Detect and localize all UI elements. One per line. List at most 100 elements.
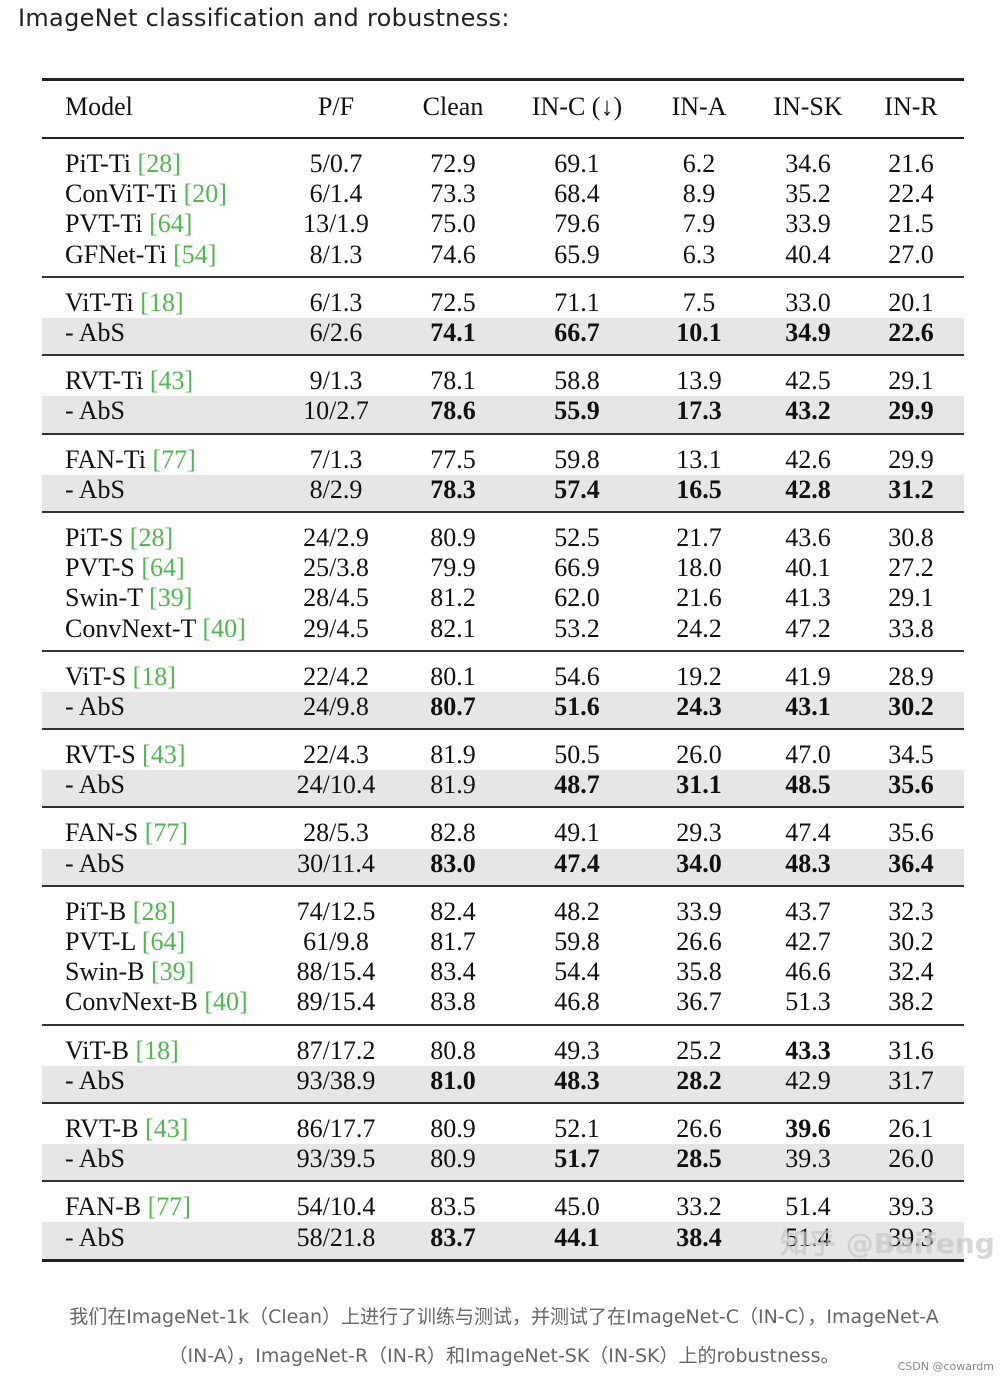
model-name: ConViT-Ti xyxy=(65,179,178,209)
value-cell: 27.0 xyxy=(888,239,934,269)
value-cell: 28/4.5 xyxy=(303,583,369,613)
value-cell: 50.5 xyxy=(554,740,600,770)
value-cell: 35.2 xyxy=(785,179,831,209)
value-cell: 83.0 xyxy=(392,848,514,886)
value-cell: 52.1 xyxy=(554,1113,600,1143)
value-cell: 28.9 xyxy=(888,661,934,691)
citation-link[interactable]: [39] xyxy=(149,583,193,613)
citation-link[interactable]: [28] xyxy=(132,896,177,926)
citation-link[interactable]: [39] xyxy=(150,957,195,987)
model-name: ConvNext-B xyxy=(65,987,198,1017)
citation-link[interactable]: [28] xyxy=(129,522,174,552)
model-name: FAN-S xyxy=(65,818,139,848)
value-cell: 6.3 xyxy=(682,239,716,269)
value-cell: 36.4 xyxy=(858,848,964,886)
value-cell: 21.6 xyxy=(888,149,934,179)
value-cell: 13/1.9 xyxy=(303,209,369,239)
value-cell: 34.5 xyxy=(888,740,934,770)
citation-link[interactable]: [64] xyxy=(141,553,185,583)
value-cell: 74/12.5 xyxy=(296,896,376,926)
citation-link[interactable]: [54] xyxy=(173,239,217,269)
model-name: ViT-B xyxy=(65,1035,129,1065)
citation-link[interactable]: [18] xyxy=(140,287,184,317)
value-cell: 39.6 xyxy=(785,1113,831,1143)
model-name-cell: RVT-Ti [43] xyxy=(42,355,280,396)
value-cell: 42.5 xyxy=(785,366,831,396)
citation-link[interactable]: [43] xyxy=(145,1113,189,1143)
value-cell: 8/1.3 xyxy=(309,239,363,269)
value-cell: 31.6 xyxy=(888,1035,934,1065)
value-cell: 6.2 xyxy=(682,149,716,179)
citation-link[interactable]: [20] xyxy=(183,179,227,209)
model-name-cell: Swin-T [39] xyxy=(42,583,280,613)
model-name-cell: - AbS xyxy=(42,396,280,434)
value-cell: 48.7 xyxy=(514,770,640,808)
value-cell: 30/11.4 xyxy=(280,848,392,886)
model-name: - AbS xyxy=(65,1065,125,1095)
column-header: IN-R xyxy=(858,78,964,138)
citation-link[interactable]: [18] xyxy=(135,1035,179,1065)
value-cell: 83.4 xyxy=(430,957,476,987)
value-cell: 73.3 xyxy=(430,179,476,209)
value-cell: 20.1 xyxy=(888,287,934,317)
citation-link[interactable]: [64] xyxy=(149,209,193,239)
value-cell: 54.6 xyxy=(554,661,600,691)
value-cell: 74.1 xyxy=(392,317,514,356)
table-row: PVT-S [64] 25/3.8 79.9 66.9 18.0 40.1 27.2 xyxy=(42,553,964,583)
value-cell: 88/15.4 xyxy=(296,957,376,987)
caption-line-2: （IN-A），ImageNet-R（IN-R）和ImageNet-SK（IN-S… xyxy=(168,1345,840,1367)
table-group: FAN-Ti [77] 7/1.3 77.5 59.8 13.1 42.6 29.9- Ab… xyxy=(42,434,964,512)
value-cell: 93/39.5 xyxy=(280,1144,392,1182)
model-name: - AbS xyxy=(65,770,125,800)
model-name-cell: ViT-B [18] xyxy=(42,1025,280,1066)
table-row-abs: - AbS 6/2.6 74.1 66.7 10.1 34.9 22.6 xyxy=(42,317,964,356)
value-cell: 51.4 xyxy=(758,1222,858,1261)
value-cell: 26.0 xyxy=(858,1144,964,1182)
value-cell: 51.7 xyxy=(514,1144,640,1182)
value-cell: 81.2 xyxy=(430,583,476,613)
value-cell: 8/2.9 xyxy=(280,474,392,512)
value-cell: 31.7 xyxy=(858,1065,964,1103)
value-cell: 40.1 xyxy=(785,553,831,583)
value-cell: 51.4 xyxy=(785,1192,831,1222)
citation-link[interactable]: [18] xyxy=(132,661,176,691)
citation-link[interactable]: [43] xyxy=(149,366,194,396)
model-name: FAN-Ti xyxy=(65,444,146,474)
citation-link[interactable]: [77] xyxy=(147,1192,191,1222)
value-cell: 80.7 xyxy=(392,691,514,729)
citation-link[interactable]: [40] xyxy=(204,987,248,1017)
model-name: RVT-B xyxy=(65,1113,139,1143)
model-name-cell: FAN-S [77] xyxy=(42,807,280,848)
value-cell: 39.3 xyxy=(888,1192,934,1222)
value-cell: 24.3 xyxy=(640,691,758,729)
value-cell: 34.6 xyxy=(785,149,831,179)
table-row-abs: - AbS 24/10.4 81.9 48.7 31.1 48.5 35.6 xyxy=(42,770,964,808)
citation-link[interactable]: [77] xyxy=(144,818,189,848)
column-header: IN-A xyxy=(640,78,758,138)
value-cell: 74.6 xyxy=(430,239,476,269)
model-name-cell: - AbS xyxy=(42,691,280,729)
value-cell: 7.9 xyxy=(682,209,716,239)
table-row: PiT-Ti [28] 5/0.7 72.9 69.1 6.2 34.6 21.6 xyxy=(42,138,964,179)
model-name-cell: - AbS xyxy=(42,1065,280,1103)
value-cell: 45.0 xyxy=(554,1192,600,1222)
table-row: ConViT-Ti [20] 6/1.4 73.3 68.4 8.9 35.2 22.4 xyxy=(42,179,964,209)
value-cell: 47.2 xyxy=(785,613,831,643)
value-cell: 7/1.3 xyxy=(309,444,363,474)
model-name-cell: - AbS xyxy=(42,1144,280,1182)
citation-link[interactable]: [77] xyxy=(152,444,196,474)
model-name: GFNet-Ti xyxy=(65,239,167,269)
value-cell: 62.0 xyxy=(554,583,600,613)
citation-link[interactable]: [40] xyxy=(202,613,246,643)
citation-link[interactable]: [43] xyxy=(142,740,186,770)
value-cell: 6/2.6 xyxy=(280,317,392,356)
value-cell: 47.0 xyxy=(785,740,831,770)
model-name: PiT-S xyxy=(65,522,124,552)
csdn-credit: CSDN @cowardm xyxy=(897,1360,994,1373)
value-cell: 46.6 xyxy=(785,957,831,987)
value-cell: 29.9 xyxy=(888,444,934,474)
value-cell: 5/0.7 xyxy=(309,149,363,179)
citation-link[interactable]: [64] xyxy=(141,927,186,957)
table-row-abs: - AbS 8/2.9 78.3 57.4 16.5 42.8 31.2 xyxy=(42,474,964,512)
citation-link[interactable]: [28] xyxy=(137,149,181,179)
